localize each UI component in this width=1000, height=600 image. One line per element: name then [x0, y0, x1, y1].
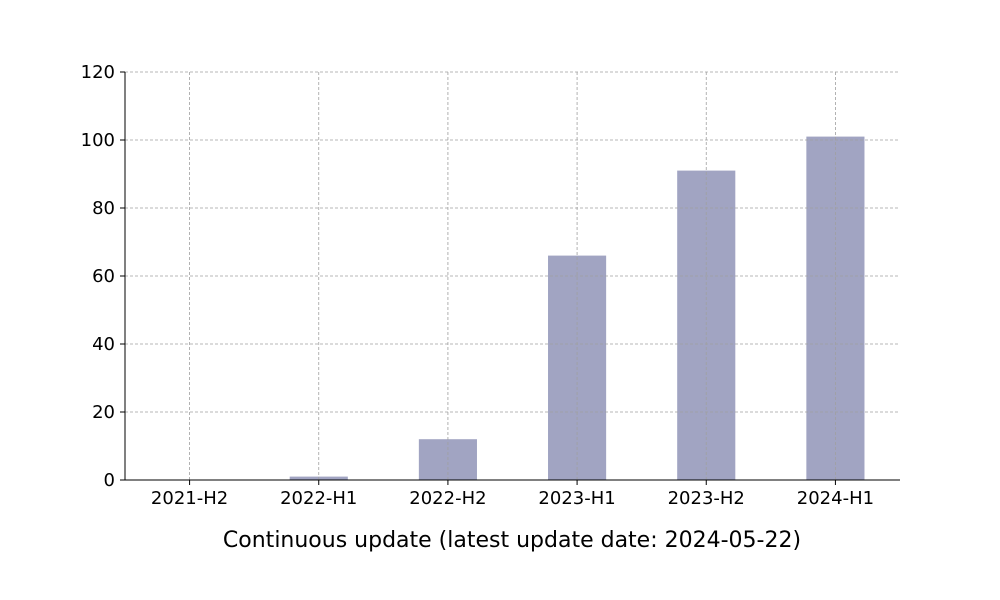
x-tick-label: 2023-H1 — [538, 488, 615, 509]
y-tick-label: 0 — [104, 470, 115, 491]
grid-lines — [125, 71, 900, 481]
x-tick-label: 2023-H2 — [668, 488, 745, 509]
y-tick-label: 40 — [92, 334, 115, 355]
x-tick-label: 2021-H2 — [151, 488, 228, 509]
x-tick-label: 2024-H1 — [797, 488, 874, 509]
y-tick-label: 20 — [92, 402, 115, 423]
y-ticks: 0 20 40 60 80 100 120 — [81, 62, 125, 491]
y-tick-label: 120 — [81, 62, 115, 83]
x-axis-title: Continuous update (latest update date: 2… — [223, 528, 801, 553]
y-tick-label: 100 — [81, 130, 115, 151]
x-tick-label: 2022-H2 — [409, 488, 486, 509]
y-tick-label: 80 — [92, 198, 115, 219]
y-tick-label: 60 — [92, 266, 115, 287]
x-tick-label: 2022-H1 — [280, 488, 357, 509]
x-ticks: 2021-H2 2022-H1 2022-H2 2023-H1 2023-H2 2024-… — [151, 480, 874, 509]
